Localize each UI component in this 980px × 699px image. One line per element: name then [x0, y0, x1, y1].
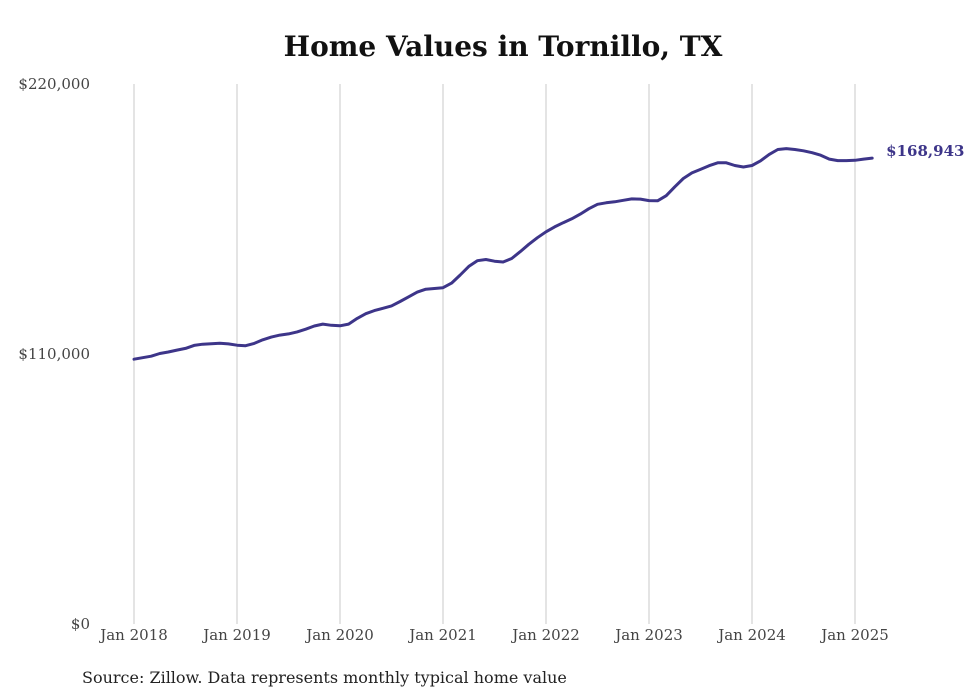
y-tick-label: $110,000 [18, 345, 90, 363]
y-tick-label: $0 [71, 615, 90, 633]
source-note: Source: Zillow. Data represents monthly … [82, 668, 567, 687]
x-axis-tick-labels: Jan 2018 Jan 2019 Jan 2020 Jan 2021 Jan 2022… [98, 626, 889, 644]
chart-title: Home Values in Tornillo, TX [283, 30, 723, 63]
x-tick-label: Jan 2020 [304, 626, 374, 644]
y-axis-tick-labels: $0 $110,000 $220,000 [18, 75, 90, 633]
x-tick-label: Jan 2023 [613, 626, 683, 644]
home-value-line [132, 147, 874, 361]
x-tick-label: Jan 2018 [98, 626, 168, 644]
x-tick-label: Jan 2021 [407, 626, 477, 644]
x-tick-label: Jan 2024 [716, 626, 786, 644]
latest-value-label: $168,943 [886, 142, 964, 160]
x-tick-label: Jan 2022 [510, 626, 580, 644]
x-tick-label: Jan 2025 [819, 626, 889, 644]
x-tick-label: Jan 2019 [201, 626, 271, 644]
gridlines [133, 84, 856, 624]
y-tick-label: $220,000 [18, 75, 90, 93]
